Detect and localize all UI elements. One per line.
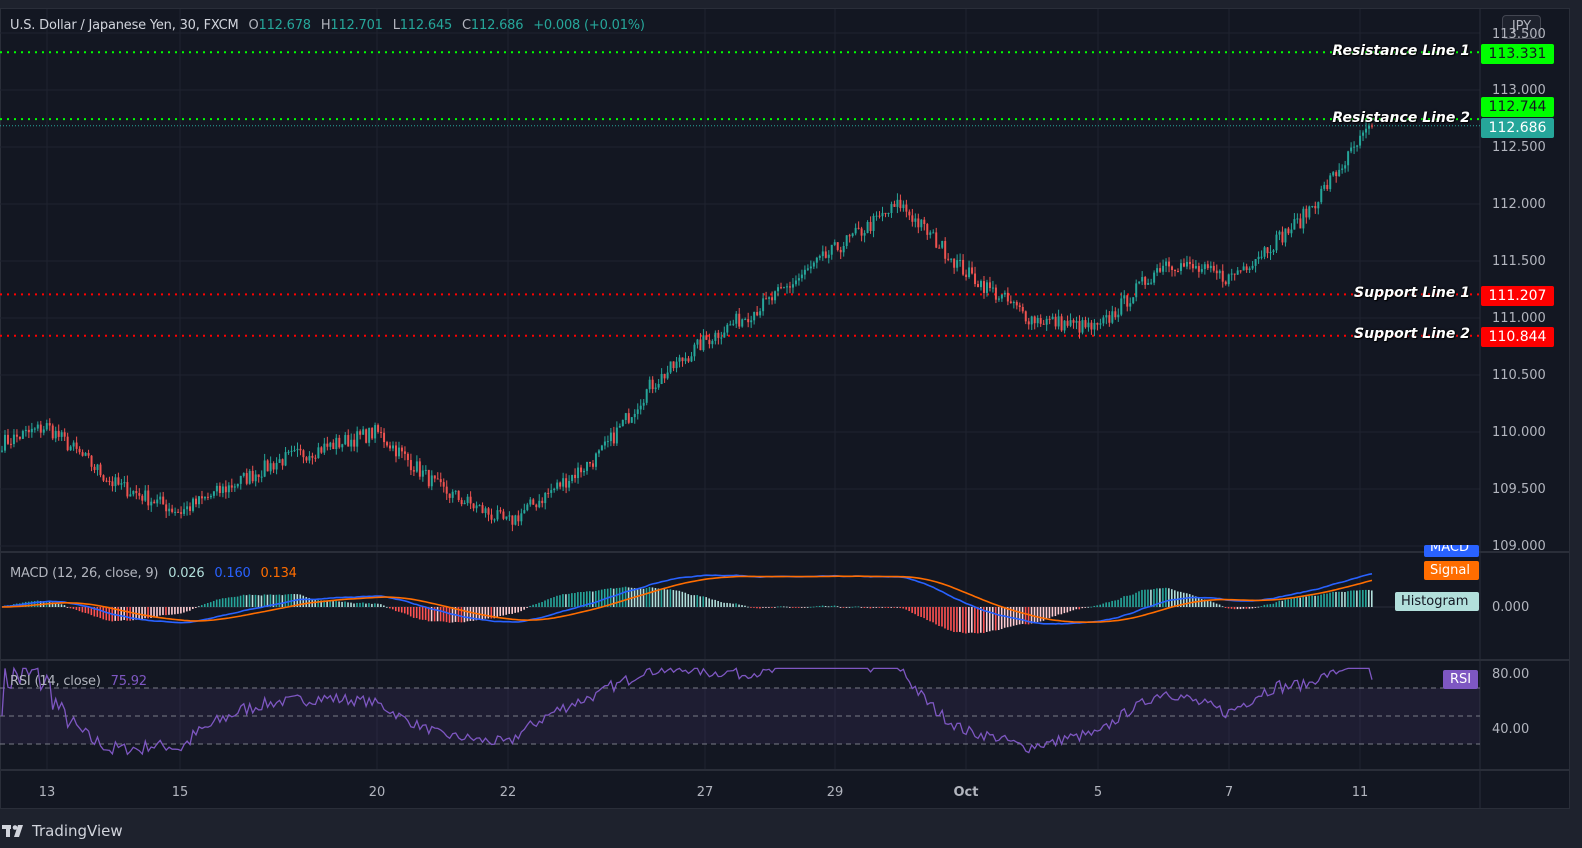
time-tick: 29	[826, 785, 844, 800]
time-tick: 7	[1224, 785, 1234, 800]
time-tick: 20	[368, 785, 386, 800]
ohlc-high: H112.701	[321, 18, 383, 33]
time-tick: 11	[1351, 785, 1369, 800]
time-tick-month: Oct	[953, 785, 979, 800]
rsi-series	[0, 666, 1480, 756]
price-tick: 112.500	[1492, 140, 1546, 155]
price-tick: 109.000	[1492, 539, 1546, 554]
macd-series	[1, 573, 1373, 634]
support-line-2-label[interactable]: Support Line 2	[1354, 326, 1470, 342]
macd-axis-tick: 0.000	[1492, 600, 1530, 615]
rsi-axis-tick: 40.00	[1492, 722, 1530, 737]
macd-histogram-tag: Histogram	[1395, 592, 1479, 611]
price-change: +0.008 (+0.01%)	[533, 18, 645, 33]
price-tick: 111.000	[1492, 311, 1546, 326]
ohlc-low-key: L	[392, 18, 400, 33]
price-tick: 110.500	[1492, 368, 1546, 383]
resistance-line-1-label[interactable]: Resistance Line 1	[1332, 43, 1470, 59]
chart-container[interactable]	[0, 8, 1570, 809]
macd-line-tag: MACD	[1424, 545, 1479, 557]
ohlc-open: O112.678	[248, 18, 312, 33]
macd-line-value: 0.160	[214, 566, 251, 581]
resistance-line-2-label[interactable]: Resistance Line 2	[1332, 110, 1470, 126]
macd-signal-value: 0.134	[260, 566, 297, 581]
current-price-tag: 112.686	[1481, 118, 1554, 138]
ohlc-close: C112.686	[462, 18, 523, 33]
ohlc-high-key: H	[320, 18, 331, 33]
support-line-1-label[interactable]: Support Line 1	[1354, 285, 1470, 301]
ohlc-open-value: 112.678	[258, 18, 312, 33]
tradingview-logo-icon	[2, 825, 23, 837]
resistance-1-price-tag: 113.331	[1481, 44, 1554, 64]
ohlc-open-key: O	[248, 18, 259, 33]
macd-legend[interactable]: MACD (12, 26, close, 9) 0.026 0.160 0.13…	[10, 566, 297, 581]
resistance-2-price-tag: 112.744	[1481, 97, 1554, 117]
macd-histogram-value: 0.026	[168, 566, 205, 581]
rsi-legend[interactable]: RSI (14, close) 75.92	[10, 674, 147, 689]
time-tick: 15	[171, 785, 189, 800]
support-2-price-tag: 110.844	[1481, 327, 1554, 347]
grid-lines	[0, 9, 1480, 770]
price-tick: 113.500	[1492, 27, 1546, 42]
candlestick-series	[1, 119, 1373, 532]
price-tick: 111.500	[1492, 254, 1546, 269]
price-tick: 110.000	[1492, 425, 1546, 440]
ohlc-low: L112.645	[392, 18, 453, 33]
symbol-legend[interactable]: U.S. Dollar / Japanese Yen, 30, FXCM O11…	[10, 18, 645, 33]
time-tick: 5	[1093, 785, 1103, 800]
currency-button[interactable]: JPY	[1502, 15, 1541, 39]
rsi-value: 75.92	[110, 674, 147, 689]
support-1-price-tag: 111.207	[1481, 286, 1554, 306]
ohlc-close-key: C	[462, 18, 471, 33]
time-tick: 22	[499, 785, 517, 800]
ohlc-close-value: 112.686	[470, 18, 524, 33]
ohlc-high-value: 112.701	[330, 18, 383, 33]
price-tick: 113.000	[1492, 83, 1546, 98]
price-tick: 109.500	[1492, 482, 1546, 497]
time-tick: 27	[696, 785, 714, 800]
pane-separators	[0, 9, 1570, 808]
macd-signal-tag: Signal	[1424, 561, 1479, 580]
rsi-axis-tick: 80.00	[1492, 667, 1530, 682]
top-strip	[0, 0, 1582, 8]
ohlc-low-value: 112.645	[399, 18, 453, 33]
price-tick: 112.000	[1492, 197, 1546, 212]
tradingview-branding[interactable]: TradingView	[2, 822, 123, 840]
macd-title: MACD (12, 26, close, 9)	[10, 566, 159, 581]
brand-name: TradingView	[32, 822, 123, 840]
horizontal-level-lines	[0, 51, 1480, 337]
rsi-tag: RSI	[1443, 670, 1478, 689]
symbol-title: U.S. Dollar / Japanese Yen, 30, FXCM	[10, 18, 239, 33]
rsi-title: RSI (14, close)	[10, 674, 101, 689]
time-tick: 13	[38, 785, 56, 800]
